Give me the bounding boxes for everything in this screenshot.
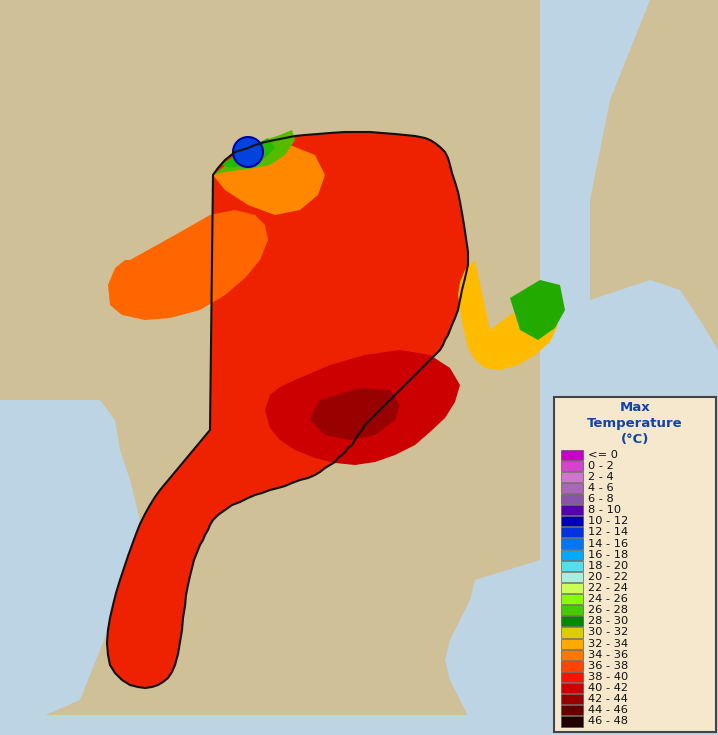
Bar bbox=[561, 672, 583, 682]
Polygon shape bbox=[0, 400, 140, 735]
Bar bbox=[561, 527, 583, 537]
Polygon shape bbox=[107, 132, 468, 688]
Bar bbox=[561, 639, 583, 649]
Bar bbox=[561, 706, 583, 715]
Bar bbox=[561, 583, 583, 593]
Text: 30 - 32: 30 - 32 bbox=[588, 628, 628, 637]
Text: 32 - 34: 32 - 34 bbox=[588, 639, 628, 648]
Bar bbox=[0, 715, 718, 735]
Text: 40 - 42: 40 - 42 bbox=[588, 683, 628, 693]
Bar bbox=[561, 717, 583, 726]
Bar bbox=[561, 694, 583, 704]
Text: 2 - 4: 2 - 4 bbox=[588, 472, 614, 482]
Text: 0 - 2: 0 - 2 bbox=[588, 461, 614, 470]
Polygon shape bbox=[213, 130, 295, 175]
Polygon shape bbox=[222, 138, 275, 168]
Polygon shape bbox=[458, 260, 558, 370]
FancyBboxPatch shape bbox=[554, 397, 716, 732]
Bar bbox=[561, 450, 583, 459]
Bar bbox=[561, 461, 583, 470]
Polygon shape bbox=[265, 350, 460, 465]
Text: 20 - 22: 20 - 22 bbox=[588, 572, 628, 582]
Bar bbox=[561, 516, 583, 526]
Circle shape bbox=[233, 137, 263, 167]
Text: 44 - 46: 44 - 46 bbox=[588, 706, 628, 715]
Text: 14 - 16: 14 - 16 bbox=[588, 539, 628, 548]
Polygon shape bbox=[590, 0, 718, 350]
Bar bbox=[561, 661, 583, 671]
Bar bbox=[561, 605, 583, 615]
Bar bbox=[561, 561, 583, 571]
Bar bbox=[561, 494, 583, 504]
Text: 38 - 40: 38 - 40 bbox=[588, 672, 628, 682]
Bar bbox=[561, 572, 583, 582]
Text: Max
Temperature
(°C): Max Temperature (°C) bbox=[587, 401, 683, 446]
Text: 24 - 26: 24 - 26 bbox=[588, 594, 628, 604]
Text: 28 - 30: 28 - 30 bbox=[588, 617, 628, 626]
Text: 34 - 36: 34 - 36 bbox=[588, 650, 628, 660]
Text: 10 - 12: 10 - 12 bbox=[588, 516, 628, 526]
Polygon shape bbox=[108, 210, 268, 320]
Bar bbox=[561, 550, 583, 559]
Polygon shape bbox=[445, 550, 718, 735]
Bar bbox=[561, 617, 583, 626]
Text: 46 - 48: 46 - 48 bbox=[588, 717, 628, 726]
Bar bbox=[561, 594, 583, 604]
Bar bbox=[561, 539, 583, 548]
Text: 16 - 18: 16 - 18 bbox=[588, 550, 628, 559]
Text: 42 - 44: 42 - 44 bbox=[588, 694, 628, 704]
Text: 4 - 6: 4 - 6 bbox=[588, 483, 614, 493]
Bar bbox=[561, 628, 583, 637]
Bar bbox=[540, 0, 718, 735]
Bar bbox=[561, 650, 583, 660]
Polygon shape bbox=[310, 388, 400, 440]
Text: 26 - 28: 26 - 28 bbox=[588, 605, 628, 615]
Bar bbox=[561, 472, 583, 482]
Text: 12 - 14: 12 - 14 bbox=[588, 528, 628, 537]
Bar bbox=[561, 505, 583, 515]
Polygon shape bbox=[213, 145, 325, 215]
Text: 36 - 38: 36 - 38 bbox=[588, 661, 628, 671]
Bar bbox=[561, 683, 583, 693]
Text: <= 0: <= 0 bbox=[588, 450, 618, 459]
Polygon shape bbox=[510, 280, 565, 340]
Text: 22 - 24: 22 - 24 bbox=[588, 583, 628, 593]
Text: 8 - 10: 8 - 10 bbox=[588, 505, 621, 515]
Text: 6 - 8: 6 - 8 bbox=[588, 494, 614, 504]
Bar bbox=[561, 483, 583, 493]
Text: 18 - 20: 18 - 20 bbox=[588, 561, 628, 571]
